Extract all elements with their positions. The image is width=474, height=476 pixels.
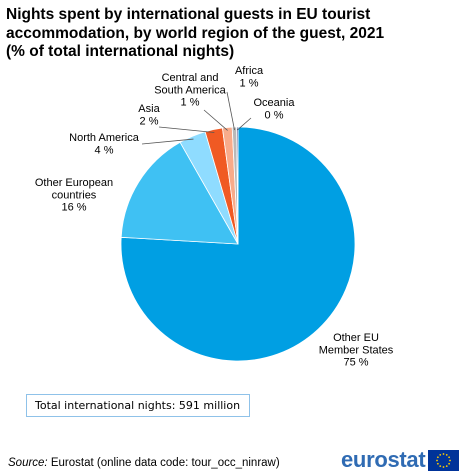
source-text: Eurostat (online data code: tour_occ_nin… [47, 457, 280, 469]
source-label: Source: [8, 457, 48, 469]
slice-label-central-and-south-america: Central and South America 1 % [154, 72, 226, 109]
pie-slice-oceania [236, 126, 239, 245]
leader-line-north-america [141, 138, 194, 145]
slice-label-other-eu-member-states: Other EU Member States 75 % [319, 332, 394, 369]
eurostat-wordmark: eurostat [341, 447, 426, 472]
flag-star [437, 462, 440, 465]
flag-star [446, 453, 449, 456]
leader-line-central-and-south-america [203, 109, 228, 131]
flag-star [437, 455, 440, 458]
leader-line-asia [158, 126, 215, 133]
pie-slice-other-european-countries [120, 141, 239, 245]
slice-label-oceania: Oceania 0 % [254, 97, 296, 121]
flag-star [443, 465, 445, 468]
source-note: Source: Eurostat (online data code: tour… [8, 457, 280, 469]
pie-slice-other-eu-member-states [120, 126, 356, 362]
flag-star [448, 455, 451, 458]
slice-label-africa: Africa 1 % [235, 65, 264, 89]
eurostat-logo: eurostat [341, 447, 460, 472]
total-nights-note: Total international nights: 591 million [26, 394, 251, 417]
flag-star [436, 459, 439, 461]
leader-line-africa [226, 91, 235, 131]
flag-star [449, 459, 452, 461]
eu-flag-icon [428, 449, 460, 471]
slice-label-other-european-countries: Other European countries 16 % [35, 177, 113, 214]
slice-label-asia: Asia 2 % [138, 103, 160, 127]
chart-title: Nights spent by international guests in … [6, 6, 385, 60]
flag-star [448, 462, 451, 465]
slice-label-north-america: North America 4 % [69, 132, 140, 156]
flag-star [443, 452, 445, 455]
flag-star [439, 464, 442, 467]
leader-line-oceania [237, 117, 252, 131]
flag-star [439, 453, 442, 456]
flag-star [446, 464, 449, 467]
